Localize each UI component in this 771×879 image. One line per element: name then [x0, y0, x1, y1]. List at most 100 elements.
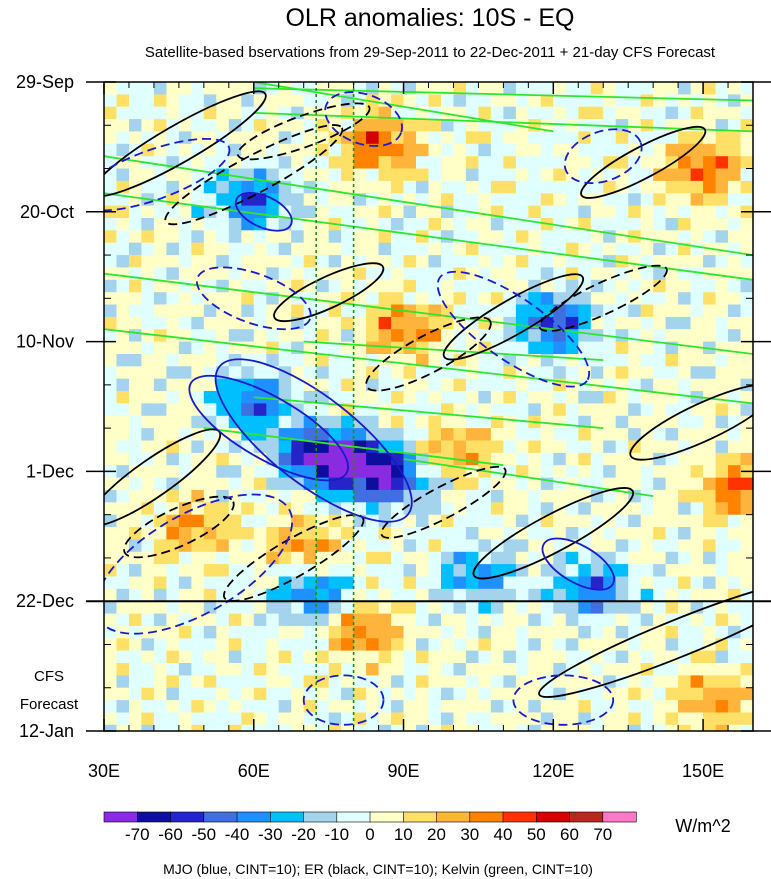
field-cell: [441, 502, 455, 516]
field-cell: [590, 700, 604, 714]
field-cell: [291, 638, 305, 652]
field-cell: [478, 180, 492, 194]
field-cell: [728, 514, 742, 528]
field-cell: [565, 724, 579, 731]
field-cell: [104, 700, 118, 714]
field-cell: [116, 428, 130, 442]
field-cell: [166, 675, 180, 689]
field-cell: [715, 366, 729, 380]
field-cell: [291, 193, 305, 207]
field-cell: [391, 663, 405, 676]
field-cell: [303, 625, 317, 639]
field-cell: [416, 712, 430, 726]
field-cell: [453, 687, 467, 701]
field-cell: [166, 588, 180, 602]
field-cell: [703, 230, 717, 244]
field-cell: [453, 527, 467, 540]
field-cell: [241, 415, 255, 429]
field-cell: [203, 564, 217, 578]
field-cell: [490, 576, 504, 590]
colorbar-label: 60: [560, 825, 579, 844]
field-cell: [403, 218, 417, 231]
field-cell: [478, 502, 492, 516]
field-cell: [441, 527, 455, 540]
field-cell: [116, 292, 130, 306]
field-cell: [690, 255, 704, 269]
field-cell: [353, 650, 367, 664]
field-cell: [416, 539, 430, 553]
field-cell: [428, 700, 442, 714]
field-cell: [578, 106, 592, 120]
field-cell: [465, 601, 479, 615]
field-cell: [228, 180, 242, 194]
field-cell: [141, 564, 155, 578]
field-cell: [628, 304, 642, 318]
field-cell: [216, 304, 230, 318]
field-cell: [690, 82, 704, 95]
field-cell: [129, 366, 143, 380]
field-cell: [378, 230, 392, 244]
y-tick-label: 20-Oct: [20, 202, 74, 222]
field-cell: [503, 94, 517, 108]
field-cell: [416, 588, 430, 602]
field-cell: [515, 663, 529, 676]
field-cell: [266, 242, 280, 256]
field-cell: [153, 366, 167, 380]
field-cell: [428, 663, 442, 676]
field-cell: [116, 687, 130, 701]
field-cell: [416, 638, 430, 652]
field-cell: [590, 180, 604, 194]
field-cell: [690, 687, 704, 701]
field-cell: [353, 230, 367, 244]
field-cell: [428, 687, 442, 701]
field-cell: [241, 539, 255, 553]
field-cell: [166, 292, 180, 306]
field-cell: [603, 341, 617, 355]
field-cell: [441, 613, 455, 627]
chart-subtitle: Satellite-based bservations from 29-Sep-…: [145, 44, 716, 61]
field-cell: [153, 180, 167, 194]
field-cell: [266, 304, 280, 318]
field-cell: [228, 687, 242, 701]
field-cell: [216, 193, 230, 207]
field-cell: [728, 354, 742, 367]
field-cell: [490, 452, 504, 466]
field-cell: [465, 638, 479, 652]
field-cell: [715, 341, 729, 355]
field-cell: [603, 724, 617, 731]
field-cell: [640, 724, 654, 731]
field-cell: [703, 131, 717, 145]
field-cell: [615, 663, 629, 676]
field-cell: [678, 428, 692, 442]
field-cell: [153, 613, 167, 627]
field-cell: [428, 156, 442, 170]
field-cell: [241, 663, 255, 676]
field-cell: [690, 143, 704, 157]
field-cell: [228, 119, 242, 133]
field-cell: [465, 428, 479, 442]
field-cell: [740, 428, 753, 442]
field-cell: [216, 230, 230, 244]
field-cell: [366, 440, 380, 454]
field-cell: [391, 391, 405, 404]
colorbar-swatch: [137, 811, 172, 823]
field-cell: [503, 625, 517, 639]
field-cell: [341, 366, 355, 380]
field-cell: [378, 82, 392, 95]
field-cell: [291, 465, 305, 479]
field-cell: [391, 415, 405, 429]
y-tick-label: 12-Jan: [19, 721, 74, 741]
field-cell: [104, 341, 118, 355]
field-cell: [653, 354, 667, 367]
field-cell: [628, 564, 642, 578]
field-cell: [141, 539, 155, 553]
field-cell: [378, 242, 392, 256]
field-cell: [453, 193, 467, 207]
field-cell: [603, 193, 617, 207]
field-cell: [104, 193, 118, 207]
field-cell: [740, 255, 753, 269]
field-cell: [453, 514, 467, 528]
field-cell: [328, 106, 342, 120]
field-cell: [129, 564, 143, 578]
field-cell: [353, 143, 367, 157]
